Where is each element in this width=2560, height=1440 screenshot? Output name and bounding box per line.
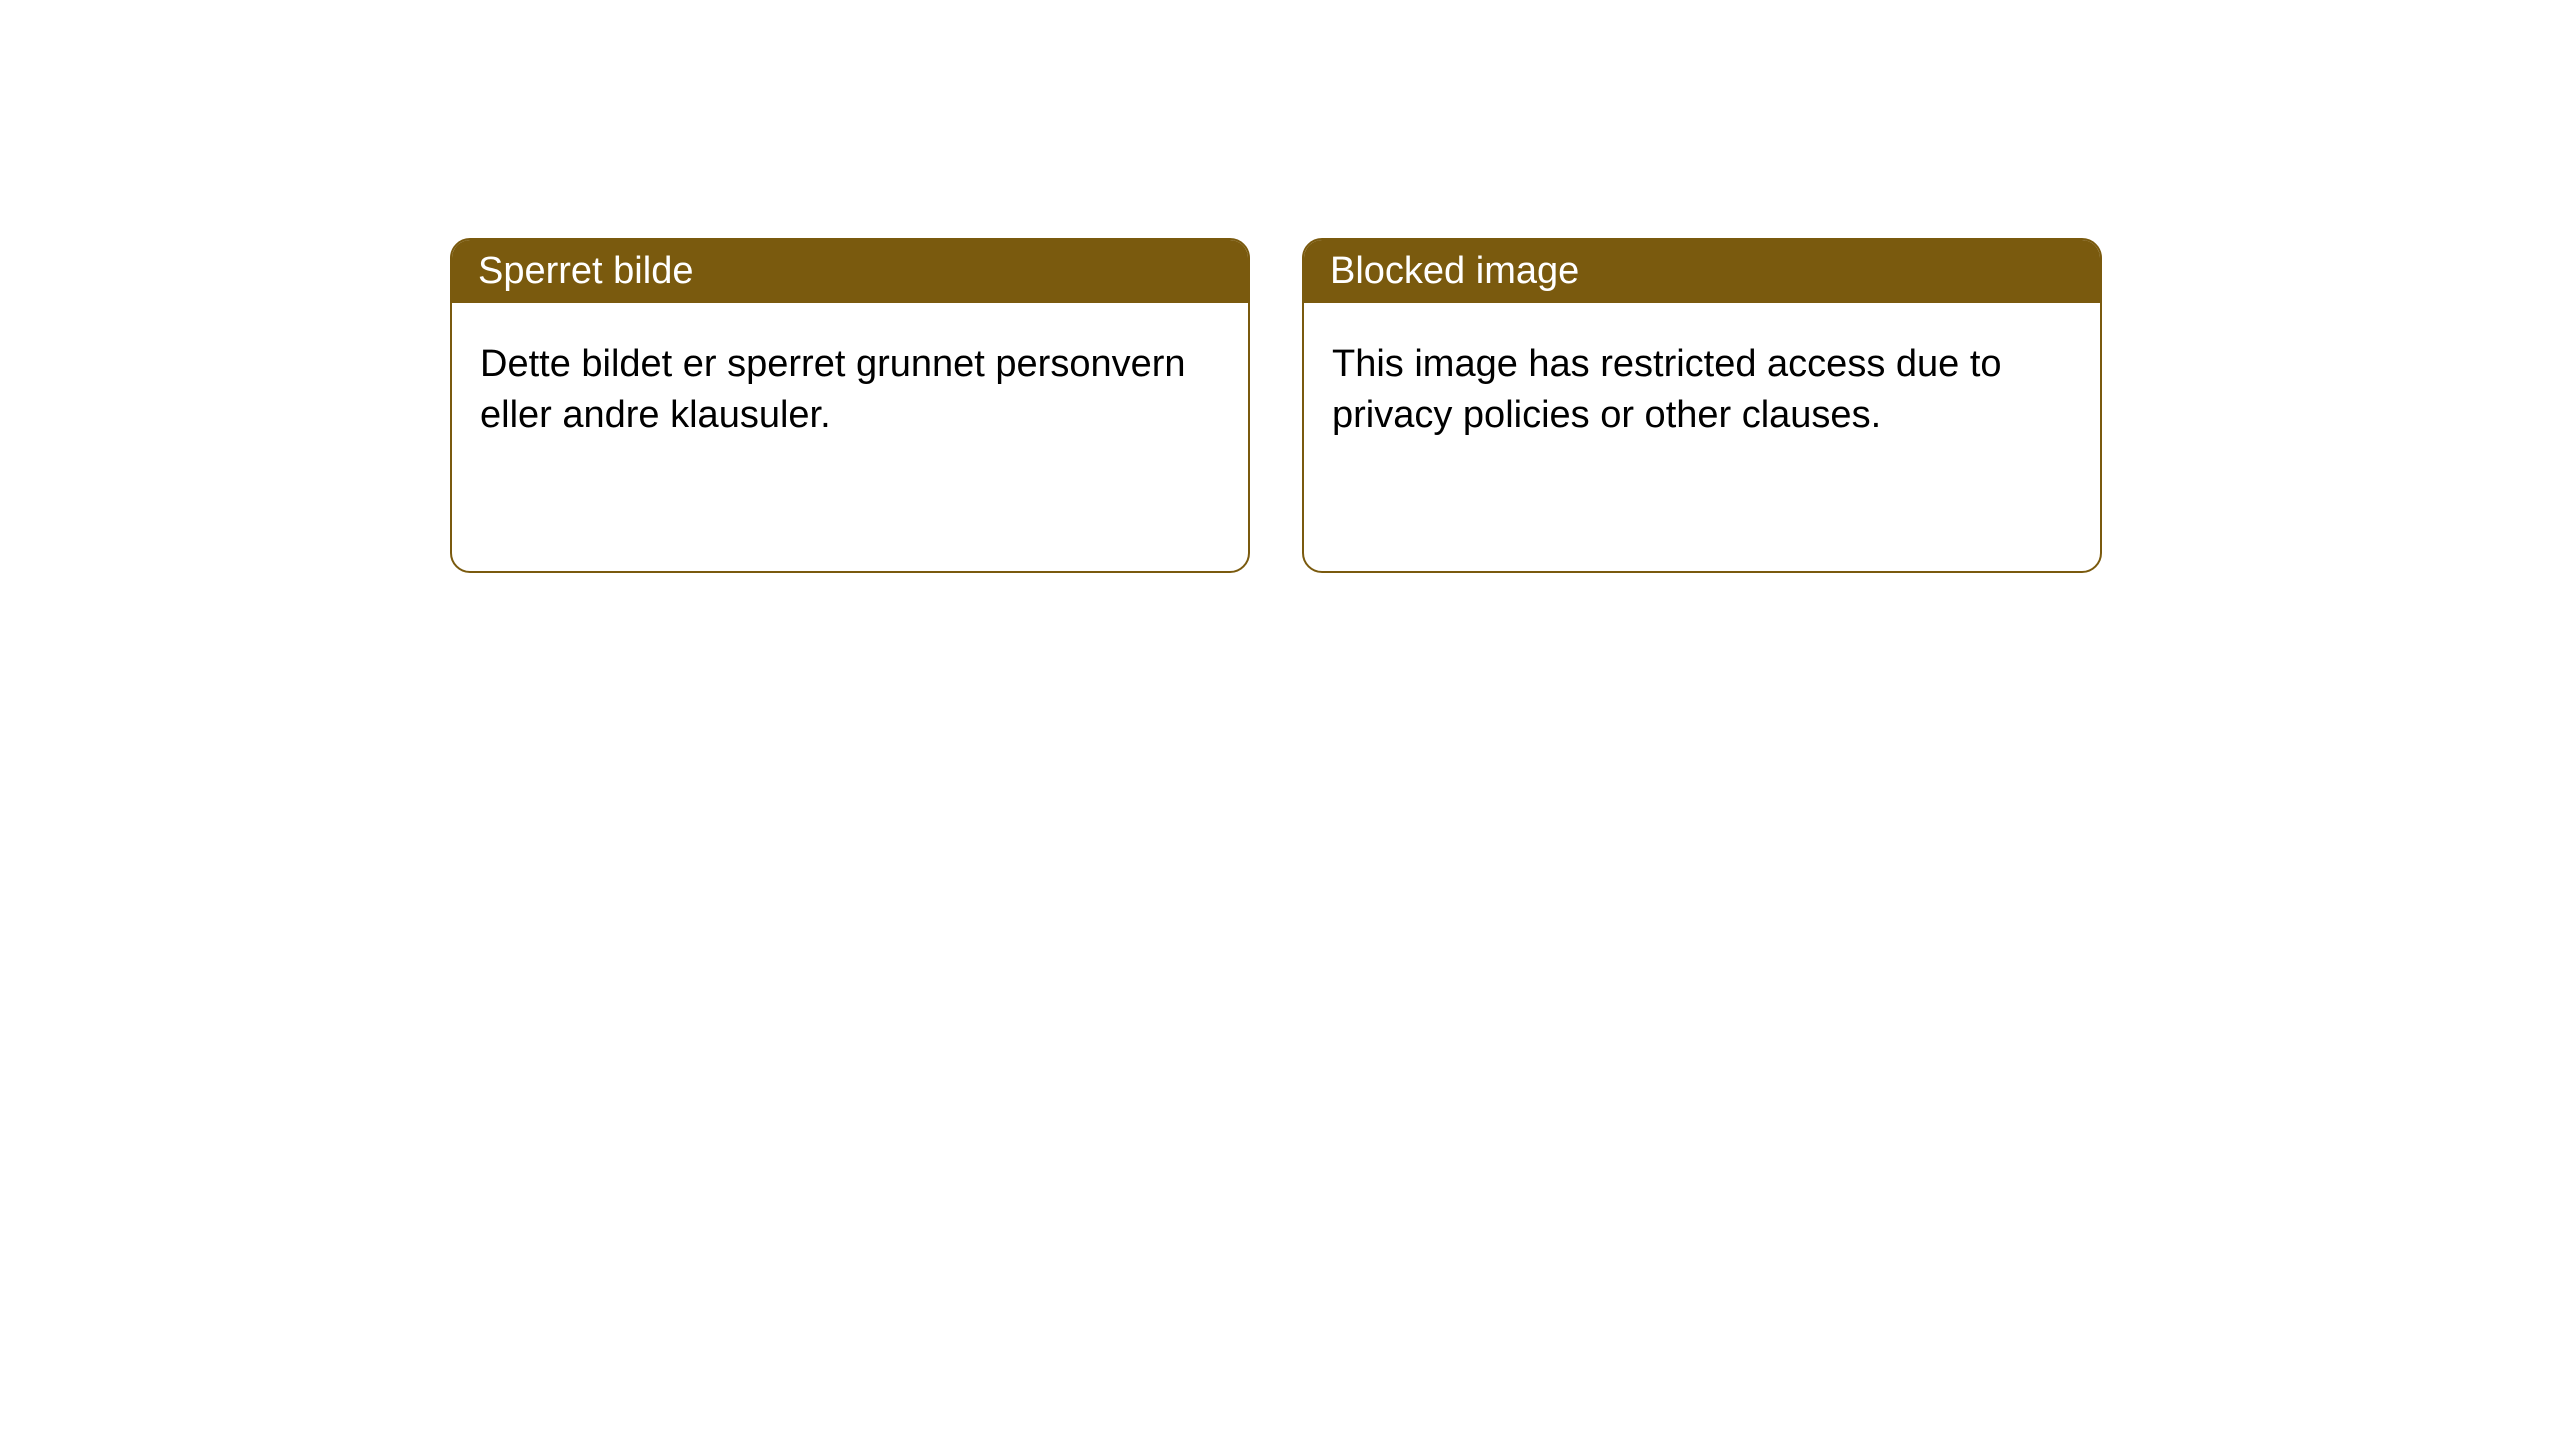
card-body: Dette bildet er sperret grunnet personve… — [452, 303, 1248, 478]
blocked-image-card-no: Sperret bilde Dette bildet er sperret gr… — [450, 238, 1250, 573]
card-header: Sperret bilde — [452, 240, 1248, 303]
card-body: This image has restricted access due to … — [1304, 303, 2100, 478]
card-header: Blocked image — [1304, 240, 2100, 303]
blocked-image-card-en: Blocked image This image has restricted … — [1302, 238, 2102, 573]
card-title: Blocked image — [1330, 250, 1579, 292]
card-body-text: Dette bildet er sperret grunnet personve… — [480, 343, 1186, 436]
notice-container: Sperret bilde Dette bildet er sperret gr… — [0, 0, 2560, 573]
card-body-text: This image has restricted access due to … — [1332, 343, 2002, 436]
card-title: Sperret bilde — [478, 250, 693, 292]
